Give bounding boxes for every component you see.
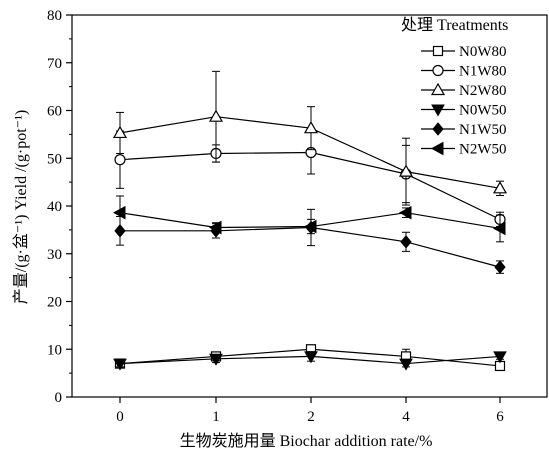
x-tick-label: 0 xyxy=(116,409,124,425)
point-n0w50 xyxy=(209,353,223,366)
legend: 处理 Treatments N0W80 N1W80 N2W80 N0W50 N1W50 N2… xyxy=(401,16,508,158)
point-n1w50 xyxy=(400,235,412,249)
legend-label-n1w80: N1W80 xyxy=(459,64,507,80)
y-tick-label: 30 xyxy=(47,247,62,263)
y-tick-label: 10 xyxy=(47,342,62,358)
legend-item-n0w50: N0W50 xyxy=(421,103,507,119)
legend-marker-n2w50 xyxy=(430,141,444,156)
legend-marker-n0w50 xyxy=(431,104,445,117)
point-n1w50 xyxy=(494,260,506,274)
series-layer xyxy=(112,70,508,372)
y-tick-label: 70 xyxy=(47,56,62,72)
legend-label-n2w50: N2W50 xyxy=(459,142,507,158)
point-n2w50 xyxy=(492,221,506,236)
point-n1w80 xyxy=(114,154,126,166)
legend-marker-n1w50 xyxy=(432,122,444,136)
point-n2w50 xyxy=(208,220,222,235)
point-n2w50 xyxy=(112,205,126,220)
point-n2w80 xyxy=(492,181,508,194)
x-tick-label: 6 xyxy=(496,409,504,425)
point-n2w50 xyxy=(303,219,317,234)
x-axis-title: 生物炭施用量 Biochar addition rate/% xyxy=(180,432,433,450)
legend-label-n2w80: N2W80 xyxy=(459,83,507,99)
y-axis-title: 产量/(g·盆⁻¹) Yield /(g·pot⁻¹) xyxy=(12,110,30,304)
legend-item-n2w50: N2W50 xyxy=(421,142,507,158)
legend-item-n0w80: N0W80 xyxy=(421,44,507,60)
legend-title: 处理 Treatments xyxy=(401,16,508,34)
y-tick-label: 50 xyxy=(47,151,62,167)
legend-label-n0w80: N0W80 xyxy=(459,44,507,60)
y-tick-label: 20 xyxy=(47,295,62,311)
point-n0w50 xyxy=(304,351,318,364)
series-n2w50 xyxy=(112,195,506,243)
legend-marker-n0w80 xyxy=(432,45,444,57)
series-n0w50 xyxy=(113,351,507,371)
y-tick-label: 80 xyxy=(47,8,62,24)
point-n0w50 xyxy=(493,351,507,364)
legend-item-n2w80: N2W80 xyxy=(421,82,507,99)
legend-label-n1w50: N1W50 xyxy=(459,122,507,138)
x-tick-label: 4 xyxy=(402,409,410,425)
point-n0w50 xyxy=(113,358,127,371)
legend-marker-n1w80 xyxy=(432,64,444,77)
legend-item-n1w80: N1W80 xyxy=(421,64,507,80)
point-n0w50 xyxy=(399,358,413,371)
axes: 0 10 20 30 40 50 60 70 80 0 1 2 4 6 xyxy=(47,8,548,425)
legend-item-n1w50: N1W50 xyxy=(421,122,507,138)
x-tick-label: 1 xyxy=(212,409,220,425)
point-n2w80 xyxy=(112,125,128,139)
y-tick-label: 0 xyxy=(55,390,63,406)
legend-label-n0w50: N0W50 xyxy=(459,103,507,119)
point-n1w50 xyxy=(114,224,126,238)
y-tick-label: 60 xyxy=(47,104,62,120)
point-n2w50 xyxy=(398,205,412,220)
series-n2w80 xyxy=(112,70,508,206)
point-n2w80 xyxy=(303,120,319,134)
point-n2w80 xyxy=(398,164,414,177)
x-tick-label: 2 xyxy=(307,409,315,425)
y-tick-label: 40 xyxy=(47,199,62,215)
legend-marker-n2w80 xyxy=(430,82,446,96)
point-n2w80 xyxy=(208,109,224,122)
